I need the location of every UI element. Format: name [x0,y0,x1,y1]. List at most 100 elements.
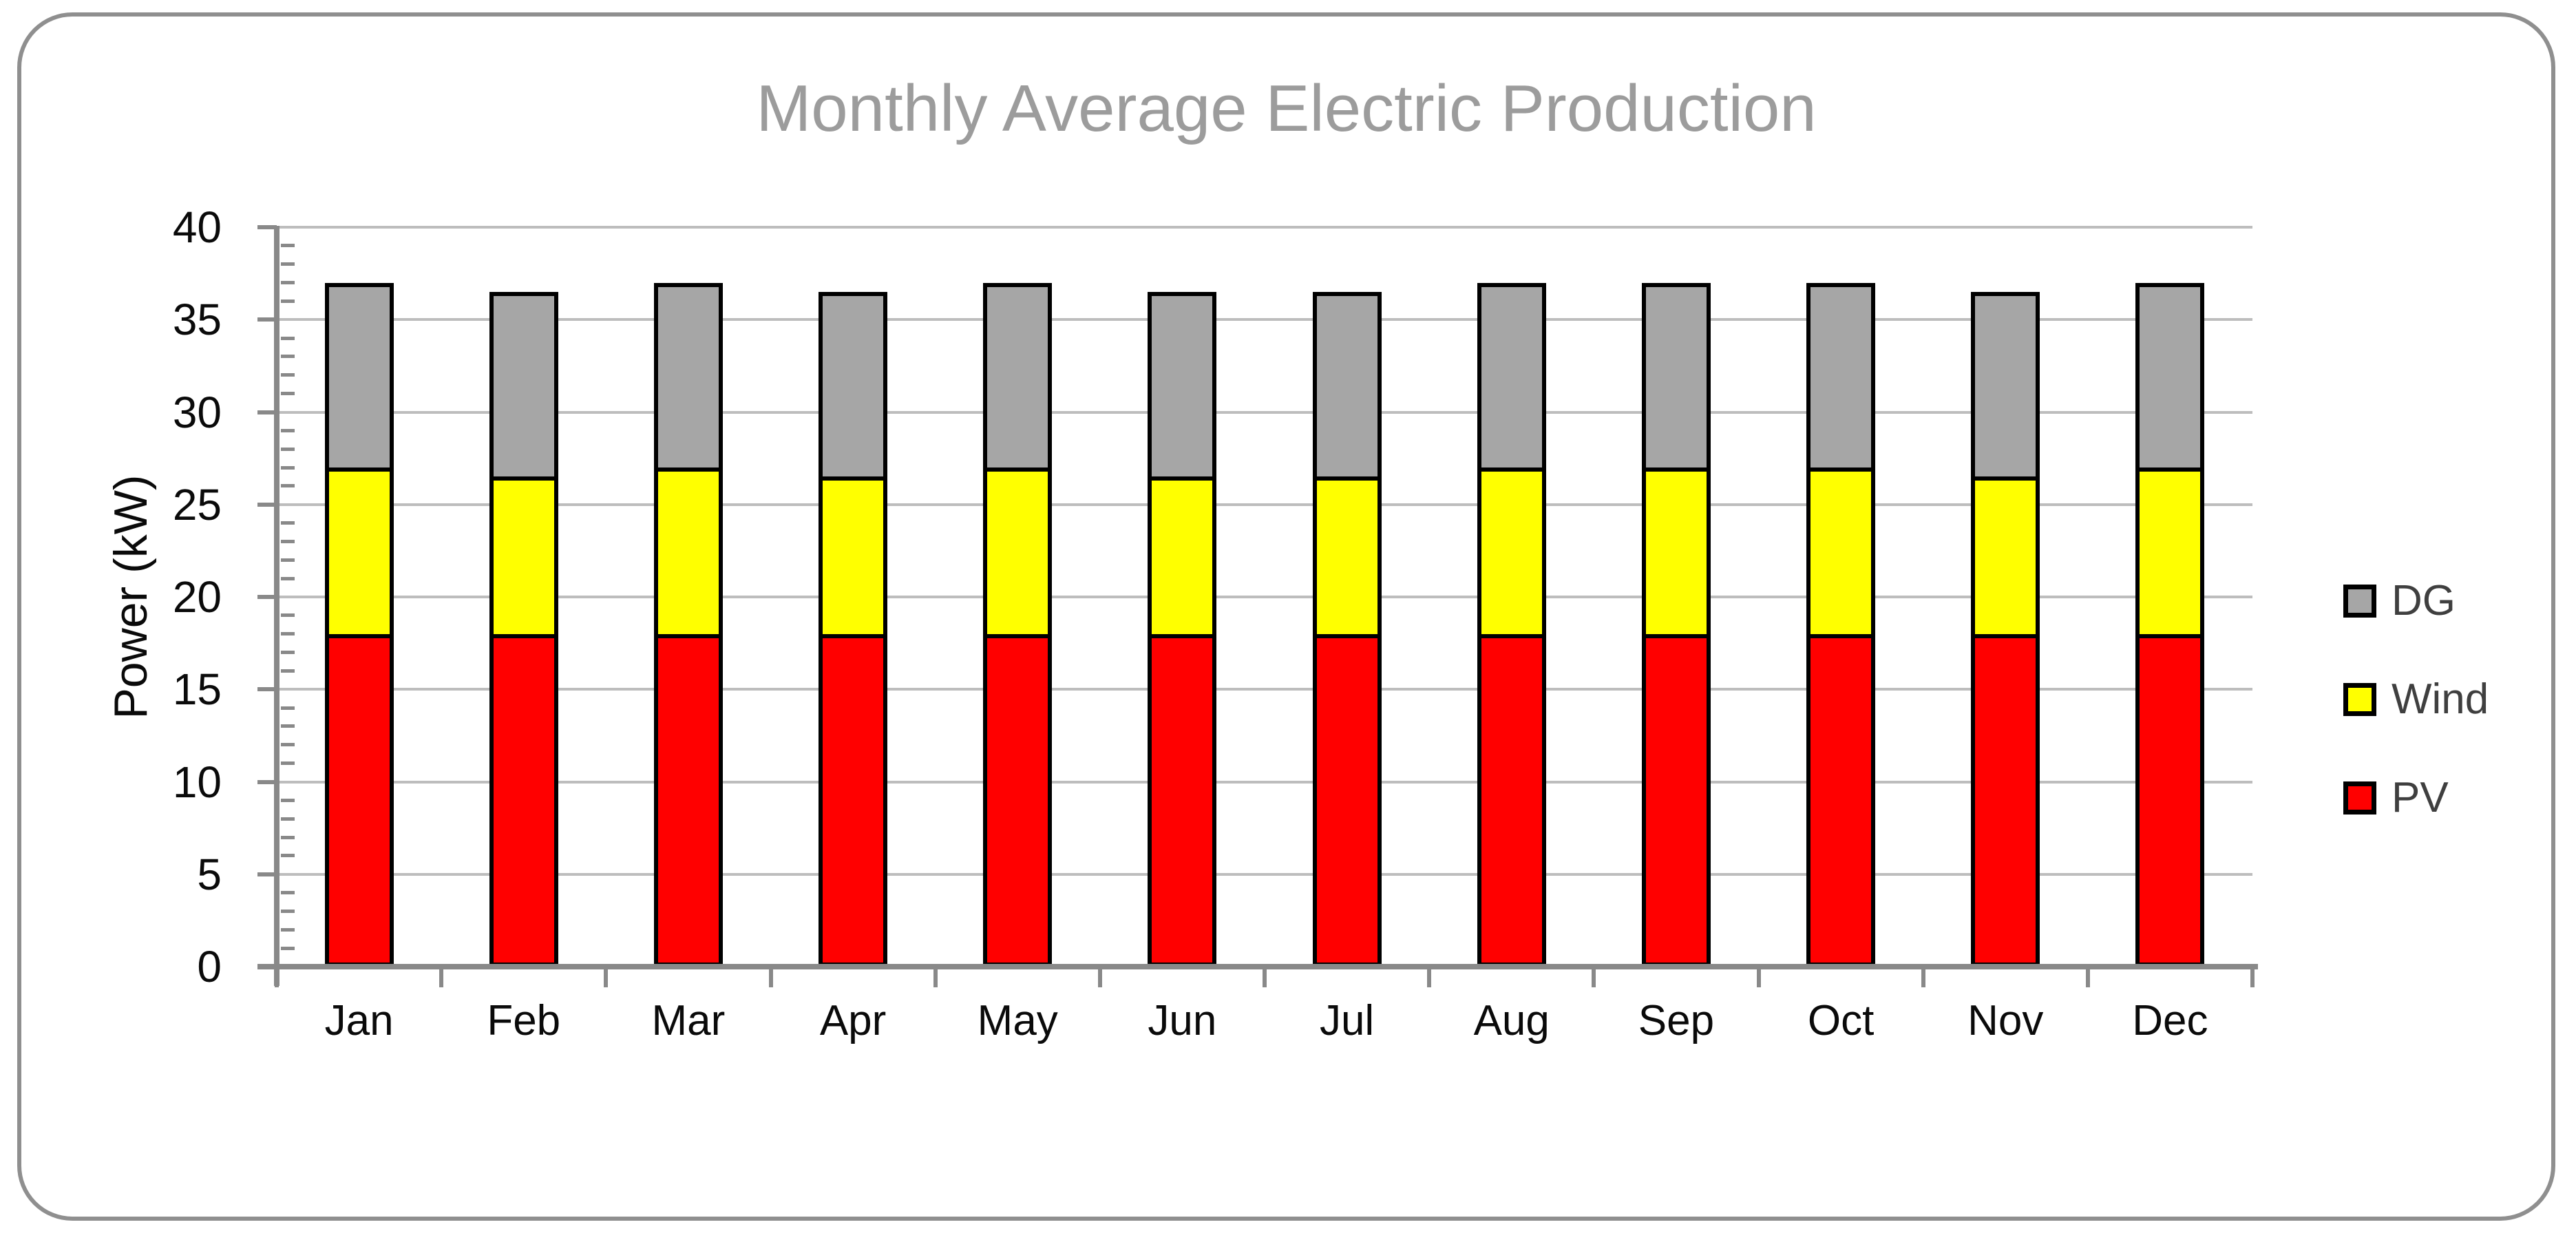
x-tick [275,969,279,987]
month-label: Jun [1148,997,1217,1044]
y-minor-tick [281,447,295,451]
y-major-tick [257,687,277,692]
bar-segment-pv [489,633,558,967]
legend-label: PV [2392,774,2449,821]
y-minor-tick [281,392,295,396]
bar-segment-wind [2135,467,2205,638]
y-minor-tick [281,743,295,747]
bar-segment-dg [1971,291,2040,481]
y-minor-tick [281,521,295,525]
y-major-tick [257,595,277,599]
y-minor-tick [281,669,295,673]
bar-segment-pv [1148,633,1217,967]
gridline [277,410,2252,414]
bar-segment-dg [983,282,1053,472]
bar-segment-pv [819,633,888,967]
y-minor-tick [281,244,295,248]
bar-segment-dg [2135,282,2205,472]
legend-swatch-wind [2343,683,2376,716]
bar-segment-dg [1148,291,1217,481]
bar-segment-wind [653,467,723,638]
plot-area: 0 5 10 15 20 25 30 35 40 Jan Feb Mar Apr May Jun Jul Aug… [173,202,2258,1044]
x-tick [2085,969,2090,987]
bar-segment-pv [1806,633,1876,967]
month-label: Nov [1967,997,2044,1044]
month-label: Dec [2132,997,2208,1044]
y-minor-tick [281,909,295,913]
bar-segment-pv [1641,633,1711,967]
y-tick-label: 35 [172,295,222,345]
y-tick-label: 25 [172,479,222,529]
bar-segment-pv [1971,633,2040,967]
y-major-tick [257,872,277,876]
bar-segment-pv [2135,633,2205,967]
y-minor-tick [281,835,295,839]
gridline [277,226,2252,229]
y-major-tick [257,410,277,414]
gridline [277,596,2252,598]
y-minor-tick [281,817,295,821]
x-tick [1756,969,1761,987]
y-minor-tick [281,428,295,432]
y-tick-label: 20 [172,572,222,622]
y-major-tick [257,502,277,507]
y-minor-tick [281,281,295,285]
x-tick [439,969,444,987]
y-minor-tick [281,724,295,728]
month-label: Jul [1319,997,1375,1044]
legend-item-dg: DG [2343,580,2456,622]
x-tick [1263,969,1267,987]
y-major-tick [257,317,277,322]
y-minor-tick [281,946,295,950]
y-tick-label: 5 [197,849,222,899]
month-label: Mar [651,997,726,1044]
bar-segment-dg [653,282,723,472]
gridline [277,688,2252,691]
legend-item-pv: PV [2343,777,2449,819]
x-tick [768,969,773,987]
y-tick-label: 10 [172,757,222,807]
y-minor-tick [281,632,295,636]
month-label: Oct [1807,997,1875,1044]
y-minor-tick [281,299,295,303]
y-major-tick [257,225,277,229]
bar-segment-wind [983,467,1053,638]
chart-title: Monthly Average Electric Production [756,72,1817,145]
gridline [277,872,2252,876]
bar-segment-wind [1971,476,2040,638]
legend-label: Wind [2392,675,2489,723]
legend-swatch-dg [2343,585,2376,618]
y-minor-tick [281,927,295,932]
y-minor-tick [281,336,295,340]
y-tick-label: 15 [172,664,222,715]
y-minor-tick [281,613,295,618]
bar-segment-dg [1312,291,1382,481]
bar-segment-wind [1312,476,1382,638]
y-minor-tick [281,558,295,562]
bar-segment-wind [1148,476,1217,638]
y-major-tick [257,965,277,969]
bar-segment-pv [1477,633,1546,967]
y-major-tick [257,779,277,784]
y-minor-tick [281,798,295,802]
bar-segment-wind [489,476,558,638]
legend-swatch-pv [2343,781,2376,815]
bar-segment-pv [324,633,394,967]
x-tick [2250,969,2255,987]
y-minor-tick [281,262,295,266]
y-tick-label: 30 [172,387,222,437]
month-label: Apr [819,997,887,1044]
bar-segment-wind [324,467,394,638]
y-minor-tick [281,539,295,543]
x-tick [933,969,938,987]
y-minor-tick [281,484,295,488]
bar-segment-wind [819,476,888,638]
x-tick [1097,969,1102,987]
y-tick-label: 40 [172,202,222,252]
y-minor-tick [281,891,295,895]
bar-segment-dg [489,291,558,481]
bar-segment-dg [1806,282,1876,472]
bar-segment-pv [983,633,1053,967]
x-tick [604,969,609,987]
y-minor-tick [281,854,295,858]
